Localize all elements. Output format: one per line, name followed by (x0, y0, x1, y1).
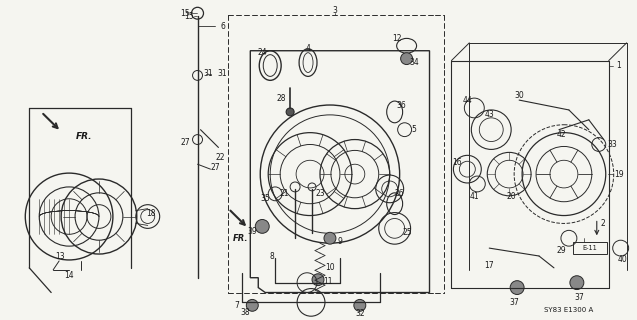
Text: 31: 31 (218, 69, 227, 78)
Circle shape (510, 281, 524, 294)
Text: 25: 25 (403, 228, 412, 237)
Text: SY83 E1300 A: SY83 E1300 A (544, 307, 594, 313)
Text: 10: 10 (325, 263, 335, 272)
Text: 22: 22 (216, 153, 225, 162)
Text: E-11: E-11 (582, 245, 597, 251)
Text: 35: 35 (261, 194, 270, 203)
Text: FR.: FR. (76, 132, 92, 141)
Text: 2: 2 (601, 219, 605, 228)
Text: 18: 18 (146, 209, 155, 218)
Circle shape (312, 274, 324, 286)
Text: 6: 6 (221, 21, 226, 31)
Circle shape (255, 220, 269, 233)
Text: 41: 41 (469, 192, 479, 201)
Text: 15: 15 (183, 12, 194, 21)
Text: 37: 37 (509, 298, 519, 307)
Text: 11: 11 (323, 277, 333, 286)
Text: 16: 16 (452, 158, 462, 167)
Circle shape (401, 53, 413, 65)
Text: 20: 20 (506, 192, 516, 201)
Circle shape (286, 108, 294, 116)
Text: 24: 24 (257, 48, 267, 57)
Text: 29: 29 (556, 245, 566, 255)
Text: 21: 21 (280, 189, 289, 198)
Text: 14: 14 (64, 271, 74, 280)
Text: 26: 26 (395, 189, 404, 198)
Text: 7: 7 (234, 301, 239, 310)
Text: 33: 33 (608, 140, 618, 149)
Text: 13: 13 (55, 252, 65, 260)
Text: 31: 31 (204, 69, 213, 78)
Text: 8: 8 (270, 252, 275, 260)
Text: 15: 15 (180, 9, 189, 18)
Circle shape (324, 232, 336, 244)
Text: 40: 40 (618, 255, 627, 264)
Text: 27: 27 (211, 163, 220, 172)
Text: 30: 30 (514, 91, 524, 100)
Text: 28: 28 (276, 94, 286, 103)
Text: 5: 5 (411, 125, 416, 134)
Text: 4: 4 (306, 44, 310, 53)
Text: 1: 1 (617, 61, 621, 70)
Text: 43: 43 (484, 110, 494, 119)
Text: 38: 38 (241, 308, 250, 317)
Circle shape (570, 276, 584, 290)
Text: 34: 34 (410, 58, 419, 67)
Text: 12: 12 (392, 34, 401, 44)
Text: 3: 3 (333, 6, 338, 15)
Text: 39: 39 (247, 227, 257, 236)
Text: 19: 19 (614, 170, 624, 179)
Text: 23: 23 (315, 189, 325, 198)
Text: 17: 17 (485, 261, 494, 270)
Text: 27: 27 (181, 138, 190, 147)
Text: 36: 36 (397, 100, 406, 109)
Text: 44: 44 (462, 96, 472, 105)
Text: FR.: FR. (233, 234, 248, 243)
Text: 37: 37 (574, 293, 583, 302)
Text: 42: 42 (557, 130, 567, 139)
Text: 32: 32 (355, 309, 364, 318)
Text: 9: 9 (338, 237, 342, 246)
Bar (573, 242, 606, 254)
Circle shape (247, 300, 258, 311)
Circle shape (354, 300, 366, 311)
